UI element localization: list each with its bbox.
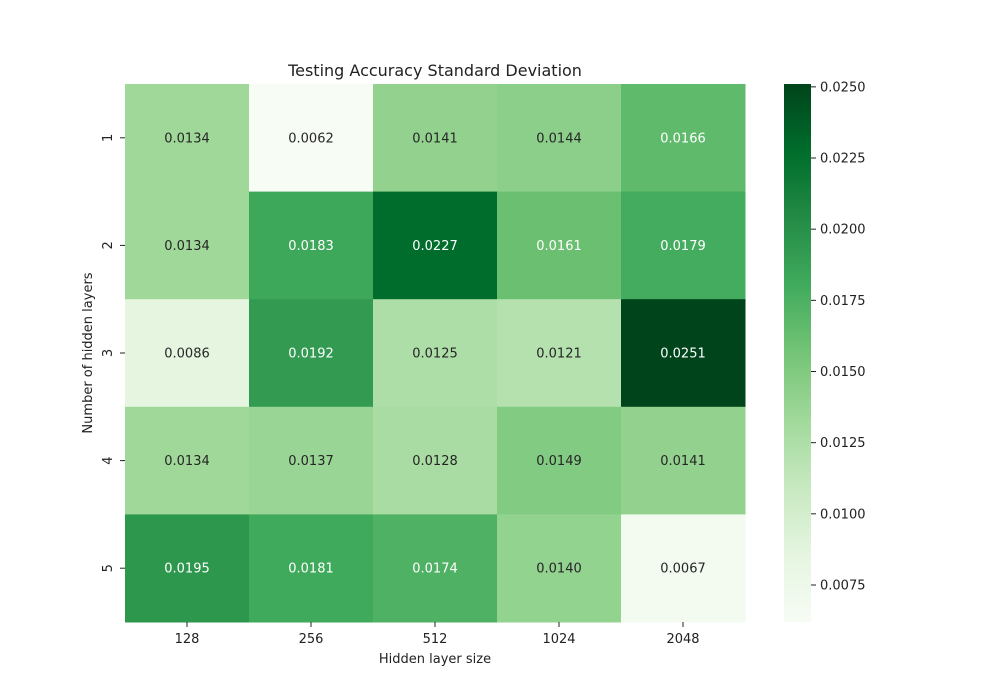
- heatmap-cell: [373, 406, 498, 515]
- heatmap-cell: [373, 514, 498, 623]
- x-axis-label: Hidden layer size: [379, 652, 491, 667]
- colorbar-gradient: [784, 84, 811, 622]
- heatmap-cell: [621, 191, 746, 300]
- cell-value-label: 0.0183: [288, 239, 334, 254]
- cell-value-label: 0.0192: [288, 347, 334, 362]
- x-tick-label: 512: [423, 632, 448, 647]
- x-tick-label: 2048: [666, 632, 699, 647]
- heatmap-cell: [249, 406, 374, 515]
- colorbar-tick-label: 0.0150: [820, 365, 866, 380]
- cell-value-label: 0.0181: [288, 562, 334, 577]
- heatmap-cell: [249, 84, 374, 193]
- heatmap-cell: [497, 84, 622, 193]
- colorbar-tick-label: 0.0075: [820, 578, 866, 593]
- heatmap-cells: 0.0134 0.0062 0.0141 0.0144 0.0166 0.0134 0.01…: [125, 84, 746, 623]
- cell-value-label: 0.0251: [660, 347, 706, 362]
- x-tick-label: 1024: [542, 632, 575, 647]
- cell-value-label: 0.0134: [164, 454, 210, 469]
- heatmap-cell: [373, 191, 498, 300]
- cell-value-label: 0.0195: [164, 562, 210, 577]
- cell-value-label: 0.0149: [536, 454, 582, 469]
- colorbar-tick-label: 0.0225: [820, 152, 866, 167]
- y-axis-label: Number of hidden layers: [81, 272, 96, 433]
- heatmap-cell: [249, 191, 374, 300]
- y-tick-label: 1: [101, 134, 116, 142]
- cell-value-label: 0.0125: [412, 347, 458, 362]
- heatmap-cell: [249, 299, 374, 408]
- cell-value-label: 0.0137: [288, 454, 334, 469]
- cell-value-label: 0.0166: [660, 131, 706, 146]
- y-tick-label: 4: [101, 456, 116, 464]
- heatmap-cell: [621, 84, 746, 193]
- cell-value-label: 0.0134: [164, 239, 210, 254]
- heatmap-cell: [373, 299, 498, 408]
- heatmap-cell: [249, 514, 374, 623]
- colorbar-tick-label: 0.0100: [820, 507, 866, 522]
- heatmap-cell: [125, 406, 250, 515]
- heatmap-cell: [497, 299, 622, 408]
- chart-title: Testing Accuracy Standard Deviation: [287, 61, 582, 80]
- heatmap-cell: [497, 191, 622, 300]
- cell-value-label: 0.0062: [288, 131, 334, 146]
- y-tick-label: 2: [101, 241, 116, 249]
- x-tick-label: 256: [299, 632, 324, 647]
- heatmap-cell: [497, 514, 622, 623]
- heatmap-cell: [373, 84, 498, 193]
- y-axis-ticks: 1 2 3 4 5: [101, 134, 125, 572]
- colorbar-tick-label: 0.0200: [820, 223, 866, 238]
- cell-value-label: 0.0140: [536, 562, 582, 577]
- heatmap-cell: [125, 299, 250, 408]
- colorbar-tick-label: 0.0250: [820, 80, 866, 95]
- heatmap-cell: [621, 299, 746, 408]
- cell-value-label: 0.0134: [164, 131, 210, 146]
- cell-value-label: 0.0086: [164, 347, 210, 362]
- cell-value-label: 0.0174: [412, 562, 458, 577]
- colorbar-tick-label: 0.0125: [820, 436, 866, 451]
- heatmap-cell: [621, 514, 746, 623]
- cell-value-label: 0.0179: [660, 239, 706, 254]
- cell-value-label: 0.0141: [660, 454, 706, 469]
- y-tick-label: 3: [101, 349, 116, 357]
- colorbar: 0.0075 0.0100 0.0125 0.0150 0.0175 0.0200 0.02…: [784, 80, 866, 622]
- heatmap-cell: [125, 514, 250, 623]
- cell-value-label: 0.0121: [536, 347, 582, 362]
- y-tick-label: 5: [101, 564, 116, 572]
- colorbar-tick-label: 0.0175: [820, 294, 866, 309]
- heatmap-cell: [125, 191, 250, 300]
- cell-value-label: 0.0227: [412, 239, 458, 254]
- heatmap-cell: [621, 406, 746, 515]
- cell-value-label: 0.0067: [660, 562, 706, 577]
- heatmap-cell: [125, 84, 250, 193]
- cell-value-label: 0.0161: [536, 239, 582, 254]
- cell-value-label: 0.0144: [536, 131, 582, 146]
- x-tick-label: 128: [175, 632, 200, 647]
- cell-value-label: 0.0128: [412, 454, 458, 469]
- x-axis-ticks: 128 256 512 1024 2048: [175, 622, 700, 647]
- cell-value-label: 0.0141: [412, 131, 458, 146]
- heatmap-cell: [497, 406, 622, 515]
